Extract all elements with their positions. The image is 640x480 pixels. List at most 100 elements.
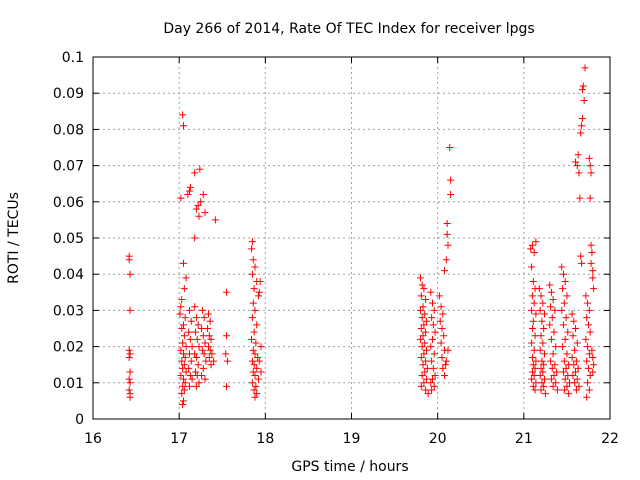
data-point bbox=[578, 86, 586, 94]
data-point bbox=[561, 277, 569, 285]
data-point bbox=[199, 191, 207, 199]
data-point bbox=[441, 361, 449, 369]
data-point bbox=[199, 332, 207, 340]
data-point bbox=[588, 346, 596, 354]
data-point bbox=[447, 191, 455, 199]
data-point bbox=[248, 270, 256, 278]
axis-ticks: 16 17 18 19 20 21 22 0 0.01 0.02 0.03 0.04 0.05 0.06 0… bbox=[53, 50, 619, 447]
data-point bbox=[176, 310, 184, 318]
data-point bbox=[416, 274, 424, 282]
data-point bbox=[585, 306, 593, 314]
data-point bbox=[428, 375, 436, 383]
data-point bbox=[561, 375, 569, 383]
data-point bbox=[179, 401, 187, 409]
data-point bbox=[199, 364, 207, 372]
data-point bbox=[443, 220, 451, 228]
data-point bbox=[547, 288, 555, 296]
data-point bbox=[193, 335, 201, 343]
data-point bbox=[575, 169, 583, 177]
data-point bbox=[186, 382, 194, 390]
data-point bbox=[581, 64, 589, 72]
data-point bbox=[179, 397, 187, 405]
data-point bbox=[248, 379, 256, 387]
data-point bbox=[201, 209, 209, 217]
data-point bbox=[418, 281, 426, 289]
data-point bbox=[201, 339, 209, 347]
data-point bbox=[539, 368, 547, 376]
data-point bbox=[571, 346, 579, 354]
data-point bbox=[441, 267, 449, 275]
y-axis-label: ROTI / TECUs bbox=[6, 192, 22, 284]
data-point bbox=[530, 248, 538, 256]
data-point bbox=[585, 386, 593, 394]
data-point bbox=[206, 346, 214, 354]
data-point bbox=[537, 364, 545, 372]
data-point bbox=[427, 343, 435, 351]
y-tick-label: 0.06 bbox=[53, 195, 84, 211]
y-tick-label: 0.01 bbox=[53, 376, 84, 392]
data-point bbox=[418, 372, 426, 380]
data-point bbox=[418, 314, 426, 322]
data-point bbox=[255, 357, 263, 365]
y-tick-label: 0.02 bbox=[53, 340, 84, 356]
data-point bbox=[255, 288, 263, 296]
data-point bbox=[573, 339, 581, 347]
data-point bbox=[254, 375, 262, 383]
data-point bbox=[207, 335, 215, 343]
data-point bbox=[532, 357, 540, 365]
data-point bbox=[187, 357, 195, 365]
data-point bbox=[570, 361, 578, 369]
data-point bbox=[126, 368, 134, 376]
data-point bbox=[205, 332, 213, 340]
data-point bbox=[184, 191, 192, 199]
data-point bbox=[540, 325, 548, 332]
x-tick-label: 18 bbox=[256, 431, 274, 447]
data-point bbox=[560, 386, 568, 394]
data-point bbox=[192, 382, 200, 390]
data-point bbox=[585, 350, 593, 358]
data-point bbox=[182, 368, 190, 376]
data-point bbox=[562, 314, 570, 322]
data-point bbox=[589, 274, 597, 282]
y-tick-label: 0.03 bbox=[53, 303, 84, 319]
data-point bbox=[249, 256, 257, 264]
data-point bbox=[528, 241, 536, 249]
data-point bbox=[422, 317, 430, 325]
data-point bbox=[422, 328, 430, 336]
data-point bbox=[248, 357, 256, 365]
data-point bbox=[541, 375, 549, 383]
data-point bbox=[539, 299, 547, 307]
data-point bbox=[253, 364, 261, 372]
data-point bbox=[420, 379, 428, 387]
data-point bbox=[558, 306, 566, 314]
data-point bbox=[584, 321, 592, 329]
data-point bbox=[563, 382, 571, 390]
data-point bbox=[192, 328, 200, 336]
data-point bbox=[179, 382, 187, 390]
data-point bbox=[442, 357, 450, 365]
data-point bbox=[252, 382, 260, 390]
data-point bbox=[182, 274, 190, 282]
data-point bbox=[422, 296, 430, 304]
data-point bbox=[248, 314, 256, 322]
data-point bbox=[253, 390, 261, 398]
data-point bbox=[569, 332, 577, 340]
data-point bbox=[191, 303, 199, 311]
data-point bbox=[192, 205, 200, 213]
data-point bbox=[438, 353, 446, 361]
y-tick-label: 0.05 bbox=[53, 231, 84, 247]
data-point bbox=[428, 299, 436, 307]
data-point bbox=[440, 332, 448, 340]
data-point bbox=[179, 321, 187, 329]
data-point bbox=[570, 317, 578, 325]
data-point bbox=[178, 325, 186, 332]
data-point bbox=[191, 169, 199, 177]
data-point bbox=[541, 350, 549, 358]
data-point bbox=[527, 245, 535, 253]
data-point bbox=[188, 375, 196, 383]
data-point bbox=[421, 339, 429, 347]
data-point bbox=[531, 332, 539, 340]
data-point bbox=[439, 364, 447, 372]
data-point bbox=[187, 317, 195, 325]
